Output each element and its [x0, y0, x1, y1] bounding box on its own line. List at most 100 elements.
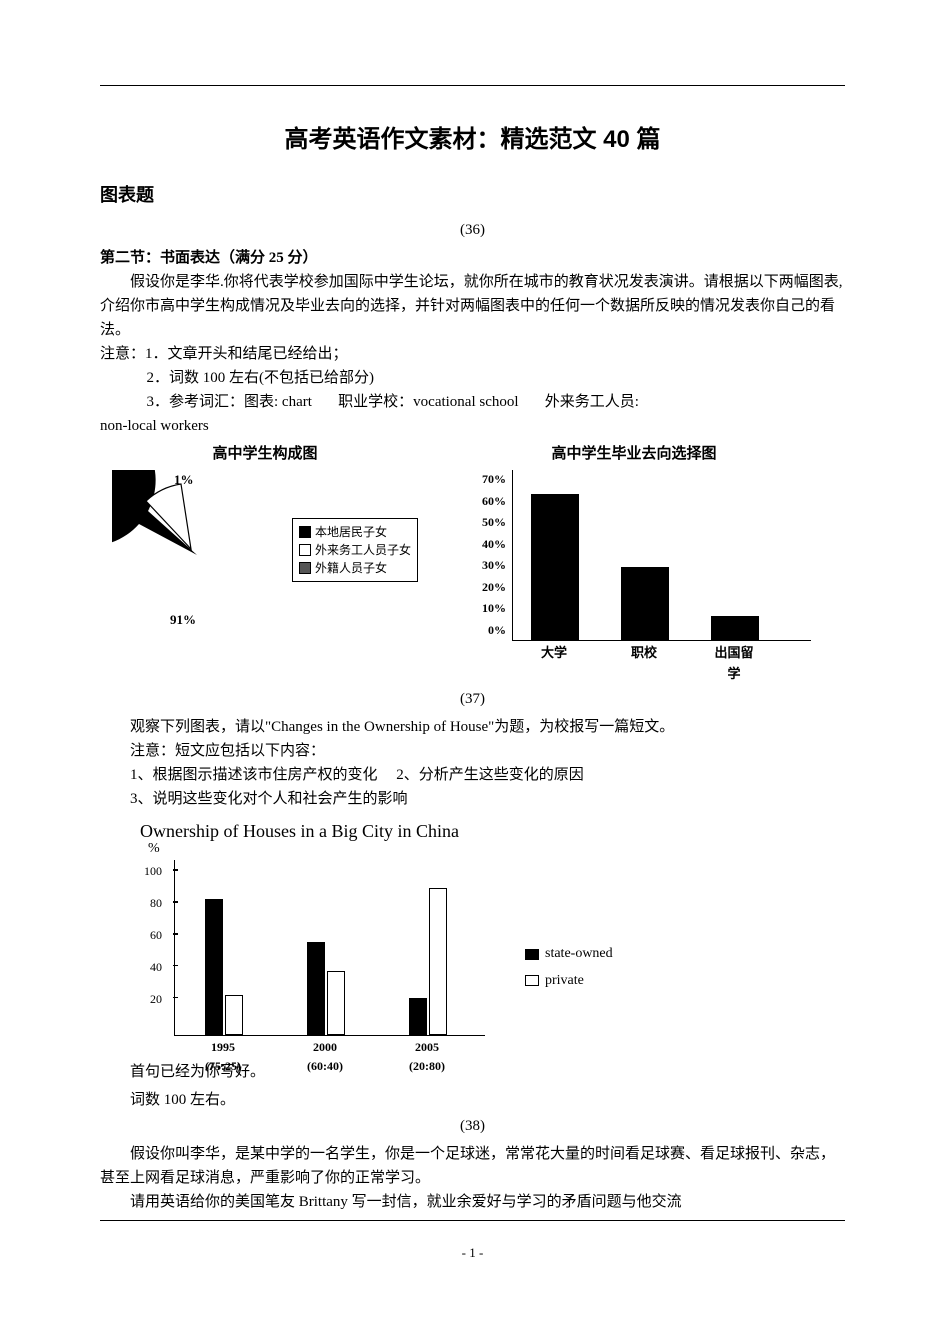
bar1-ytick: 20% — [476, 578, 506, 597]
question-number-38: (38) — [100, 1114, 845, 1138]
ownership-plot — [174, 860, 485, 1036]
ownership-row: % 10080604020 199520002005 (75:25)(60:40… — [140, 860, 845, 1076]
bar1-xlabel: 大学 — [530, 643, 578, 685]
q36-prompt: 假设你是李华.你将代表学校参加国际中学生论坛，就你所在城市的教育状况发表演讲。请… — [100, 270, 845, 342]
swatch-white-icon — [525, 975, 539, 986]
ownership-ytick: 100 — [144, 862, 162, 881]
q36-note3-line2: non-local workers — [100, 414, 845, 438]
q36-heading: 第二节：书面表达（满分 25 分） — [100, 246, 845, 270]
q36-note3-a: 3．参考词汇：图表: chart — [147, 394, 312, 410]
ownership-bar-state — [307, 942, 325, 1034]
section-heading: 图表题 — [100, 181, 845, 210]
page-number: - 1 - — [100, 1243, 845, 1264]
ownership-title: Ownership of Houses in a Big City in Chi… — [140, 817, 845, 846]
question-number-37: (37) — [100, 687, 845, 711]
pie-legend-foreign: 外籍人员子女 — [299, 559, 411, 577]
q36-notes-word: 注意： — [100, 346, 145, 362]
q37-line2: 注意：短文应包括以下内容： — [100, 739, 845, 763]
bar1-ytick: 30% — [476, 556, 506, 575]
ownership-bar-private — [327, 971, 345, 1035]
ownership-bar-group — [409, 888, 447, 1034]
ownership-xlabel: 2005 — [408, 1038, 446, 1057]
pie-chart-block: 高中学生构成图 — [100, 442, 430, 630]
pie-svg — [112, 470, 282, 630]
ownership-bar-group — [205, 899, 243, 1034]
document-page: 高考英语作文素材：精选范文 40 篇 图表题 (36) 第二节：书面表达（满分 … — [0, 0, 945, 1304]
pie-legend-local-label: 本地居民子女 — [315, 523, 387, 541]
ownership-ytick: 60 — [150, 926, 162, 945]
q37-line3: 1、根据图示描述该市住房产权的变化 2、分析产生这些变化的原因 — [100, 763, 845, 787]
bar1-ytick: 60% — [476, 492, 506, 511]
ownership-legend: state-owned private — [525, 939, 613, 996]
pie-wrap: 8% 1% 91% 本地居民子女 外来务工人员子女 外籍人员子女 — [112, 470, 418, 630]
bar1-ytick: 70% — [476, 470, 506, 489]
bar1-bar — [711, 616, 759, 640]
document-title: 高考英语作文素材：精选范文 40 篇 — [100, 121, 845, 159]
q36-note3: 3．参考词汇：图表: chart 职业学校：vocational school … — [147, 390, 846, 414]
q37-line4: 3、说明这些变化对个人和社会产生的影响 — [100, 787, 845, 811]
ownership-legend-private-label: private — [545, 970, 584, 992]
pie-legend: 本地居民子女 外来务工人员子女 外籍人员子女 — [292, 518, 418, 582]
bar1-ytick: 0% — [476, 621, 506, 640]
swatch-gray-icon — [299, 562, 311, 574]
q38-p1: 假设你叫李华，是某中学的一名学生，你是一个足球迷，常常花大量的时间看足球赛、看足… — [100, 1142, 845, 1190]
pie-label-1: 1% — [174, 470, 194, 491]
bar1-title: 高中学生毕业去向选择图 — [551, 442, 716, 466]
swatch-black-icon — [525, 949, 539, 960]
ownership-xlabels: 1995 2000 2005 — [174, 1038, 485, 1057]
ownership-ytick: 40 — [150, 958, 162, 977]
pie-legend-nonlocal: 外来务工人员子女 — [299, 541, 411, 559]
ownership-chart-block: Ownership of Houses in a Big City in Chi… — [140, 817, 845, 1076]
q36-note3-c: 外来务工人员: — [545, 394, 639, 410]
ownership-yticks: 100 80 60 40 20 — [140, 854, 168, 1029]
q37-line3a: 1、根据图示描述该市住房产权的变化 — [130, 767, 378, 783]
top-rule — [100, 85, 845, 86]
charts-row: 高中学生构成图 — [100, 442, 845, 685]
q36-note2: 2．词数 100 左右(不包括已给部分) — [147, 366, 846, 390]
bar1-bar — [621, 567, 669, 640]
q38-p2: 请用英语给你的美国笔友 Brittany 写一封信，就业余爱好与学习的矛盾问题与… — [100, 1190, 845, 1214]
swatch-white-icon — [299, 544, 311, 556]
pie-legend-local: 本地居民子女 — [299, 523, 411, 541]
ownership-legend-state: state-owned — [525, 943, 613, 965]
ownership-xlabel: 1995 — [204, 1038, 242, 1057]
bar1-chart: 70% 60% 50% 40% 30% 20% 10% 0% 大学职校出国留学 — [512, 470, 792, 685]
bar1-yticks: 70% 60% 50% 40% 30% 20% 10% 0% — [476, 470, 506, 640]
bottom-rule — [100, 1220, 845, 1221]
ownership-bar-private — [429, 888, 447, 1034]
bar1-xlabels: 大学职校出国留学 — [512, 643, 792, 685]
bar1-plot — [512, 470, 811, 641]
ownership-bar-group — [307, 942, 345, 1034]
bar1-ytick: 50% — [476, 513, 506, 532]
q37-line1: 观察下列图表，请以"Changes in the Ownership of Ho… — [100, 715, 845, 739]
pie-label-91: 91% — [170, 610, 196, 631]
ownership-plot-outer: % 10080604020 199520002005 (75:25)(60:40… — [140, 860, 485, 1076]
bar1-ytick: 10% — [476, 599, 506, 618]
ownership-legend-state-label: state-owned — [545, 943, 613, 965]
pie-title: 高中学生构成图 — [212, 442, 317, 466]
q37-line3b: 2、分析产生这些变化的原因 — [396, 767, 584, 783]
ownership-ytick: 80 — [150, 894, 162, 913]
pie-label-8: 8% — [116, 480, 136, 501]
ownership-xlabel: 2000 — [306, 1038, 344, 1057]
q36-note3-b: 职业学校：vocational school — [338, 394, 518, 410]
question-number-36: (36) — [100, 218, 845, 242]
ownership-bar-state — [409, 998, 427, 1035]
pie-legend-nonlocal-label: 外来务工人员子女 — [315, 541, 411, 559]
ownership-bar-state — [205, 899, 223, 1034]
ownership-legend-private: private — [525, 970, 613, 992]
post37-sentence-given: 首句已经为你写好。 — [100, 1060, 845, 1084]
pie-legend-foreign-label: 外籍人员子女 — [315, 559, 387, 577]
q36-notes-label: 注意：1．文章开头和结尾已经给出； — [100, 342, 845, 366]
bar1-xlabel: 职校 — [620, 643, 668, 685]
ownership-ytick: 20 — [150, 990, 162, 1009]
pie-container: 8% 1% 91% — [112, 470, 282, 630]
bar-chart-block: 高中学生毕业去向选择图 70% 60% 50% 40% 30% 20% 10% … — [454, 442, 814, 685]
bar1-xlabel: 出国留学 — [710, 643, 758, 685]
post37-wordcount: 词数 100 左右。 — [100, 1088, 845, 1112]
ownership-bar-private — [225, 995, 243, 1035]
q36-note1: 1．文章开头和结尾已经给出； — [145, 346, 348, 362]
bar1-ytick: 40% — [476, 535, 506, 554]
swatch-black-icon — [299, 526, 311, 538]
bar1-bar — [531, 494, 579, 640]
